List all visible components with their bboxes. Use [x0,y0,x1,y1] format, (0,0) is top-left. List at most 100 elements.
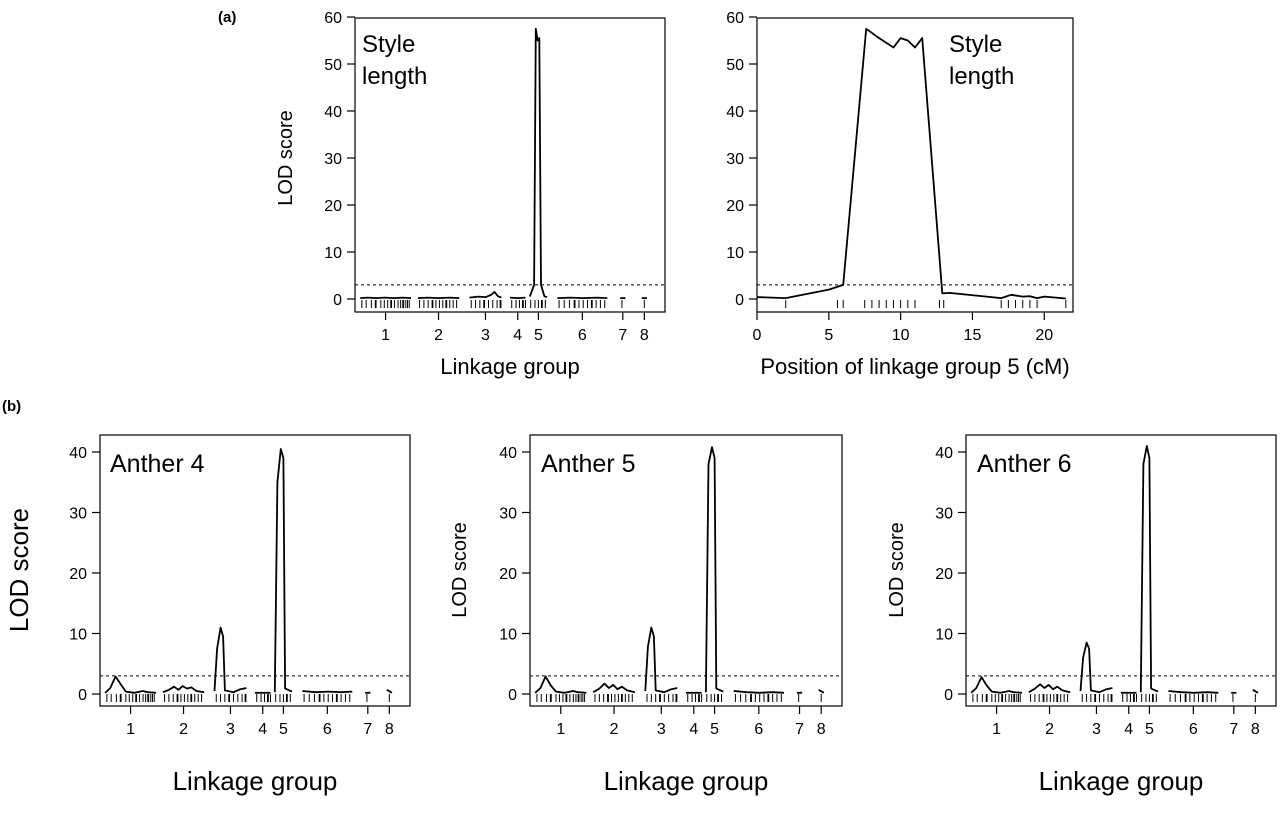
y-tick-label: 60 [726,10,744,27]
lod-curve [1139,445,1159,693]
y-axis-label: LOD score [275,110,297,206]
x-tick-label: 5 [1145,721,1154,738]
lod-curve [534,675,587,694]
x-tick-label: 3 [657,721,666,738]
lod-curve [273,448,293,693]
x-tick-label: 8 [640,327,649,344]
y-tick-label: 40 [69,445,87,462]
x-tick-label: 15 [964,327,982,344]
y-axis-label: LOD score [4,508,34,632]
y-tick-label: 30 [935,506,953,523]
y-tick-label: 10 [726,245,744,262]
lod-curve [104,675,157,694]
lod-curve [162,685,205,694]
y-axis-label: LOD score [449,522,471,618]
x-tick-label: 8 [817,721,826,738]
plot-frame [99,434,411,707]
x-tick-label: 7 [618,327,627,344]
y-tick-label: 0 [333,292,342,309]
lod-curve [705,446,724,693]
x-tick-label: 1 [992,721,1001,738]
lod-curve [970,676,1023,694]
lod-curve [528,27,548,298]
lod-curve [417,296,460,300]
y-tick-label: 0 [508,687,517,704]
chart-b3: 0 10 20 30 40 LOD score Linkage group 1 2 3 4 5 6 7 8 A… [886,434,1277,796]
x-tick-label: 7 [795,721,804,738]
x-tick-label: 1 [381,327,390,344]
y-tick-label: 10 [935,627,953,644]
x-tick-label: 6 [1189,721,1198,738]
lod-curve [386,689,393,694]
lod-curve [733,690,784,694]
x-tick-label: 4 [258,721,267,738]
lod-curve [1028,683,1071,694]
y-tick-label: 0 [735,292,744,309]
y-tick-label: 30 [324,151,342,168]
trait-label: Style [949,31,1002,58]
y-tick-label: 10 [69,627,87,644]
y-tick-label: 20 [935,566,953,583]
y-tick-label: 30 [69,506,87,523]
x-tick-label: 5 [824,327,833,344]
panel-label-a: (a) [218,9,236,26]
x-tick-label: 2 [610,721,619,738]
y-tick-label: 10 [324,245,342,262]
y-tick-label: 40 [726,104,744,121]
y-tick-label: 0 [78,687,87,704]
lod-curve [302,690,353,694]
lod-curve [1252,689,1259,694]
y-tick-label: 20 [69,566,87,583]
x-tick-label: 6 [323,721,332,738]
x-tick-label: 3 [1092,721,1101,738]
lod-curve [644,626,678,694]
x-tick-label: 5 [710,721,719,738]
lod-curve [1168,690,1219,694]
plot-frame [354,17,666,313]
x-tick-label: 0 [753,327,762,344]
x-axis-label: Position of linkage group 5 (cM) [760,354,1069,379]
x-tick-label: 3 [226,721,235,738]
x-tick-label: 4 [513,327,522,344]
chart-a1: 0 10 20 30 40 50 60 LOD score Linkage group 1 2 3 4 5… [275,10,666,379]
x-tick-label: 20 [1035,327,1053,344]
plot-frame [529,434,843,707]
plot-frame [965,434,1277,707]
y-tick-label: 0 [944,687,953,704]
lod-curve [509,296,526,300]
y-tick-label: 10 [499,627,517,644]
x-tick-label: 1 [126,721,135,738]
plot-frame [756,17,1074,313]
x-axis-label: Linkage group [604,766,769,796]
y-axis-label: LOD score [886,522,908,618]
y-tick-label: 40 [499,445,517,462]
y-tick-label: 20 [499,566,517,583]
y-tick-label: 50 [324,57,342,74]
x-tick-label: 2 [179,721,188,738]
x-tick-label: 2 [434,327,443,344]
trait-label: Anther 6 [977,450,1072,478]
x-axis-label: Linkage group [173,766,338,796]
y-tick-label: 60 [324,10,342,27]
y-tick-label: 20 [324,198,342,215]
lod-curve [213,626,247,694]
x-tick-label: 6 [578,327,587,344]
trait-label: Style [362,31,415,58]
x-tick-label: 3 [481,327,490,344]
y-tick-label: 40 [324,104,342,121]
x-tick-label: 4 [689,721,698,738]
trait-label: length [949,63,1014,90]
x-tick-label: 4 [1124,721,1133,738]
x-tick-label: 6 [754,721,763,738]
y-tick-label: 30 [499,506,517,523]
x-axis-label: Linkage group [1039,766,1204,796]
x-tick-label: 7 [1229,721,1238,738]
panel-label-b: (b) [2,398,21,415]
lod-curve [557,296,608,300]
lod-curve [1079,641,1113,694]
y-tick-label: 30 [726,151,744,168]
lod-curve [469,290,502,299]
